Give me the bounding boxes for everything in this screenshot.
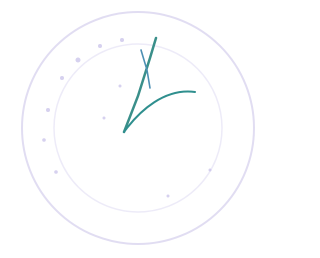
mark-dot	[76, 58, 81, 63]
mark-dot	[98, 44, 102, 48]
mark-dot	[60, 76, 64, 80]
mark-dot	[46, 108, 50, 112]
stamp-image	[0, 0, 260, 258]
mark-dot	[209, 169, 212, 172]
mark-dot	[103, 117, 106, 120]
mark-dot	[119, 85, 122, 88]
page: (() => { const data = JSON.parse(documen…	[0, 0, 260, 258]
mark-dot	[54, 170, 58, 174]
background	[0, 0, 260, 258]
mark-dot	[42, 138, 46, 142]
mark-dot	[120, 38, 124, 42]
mark-dot	[167, 195, 170, 198]
